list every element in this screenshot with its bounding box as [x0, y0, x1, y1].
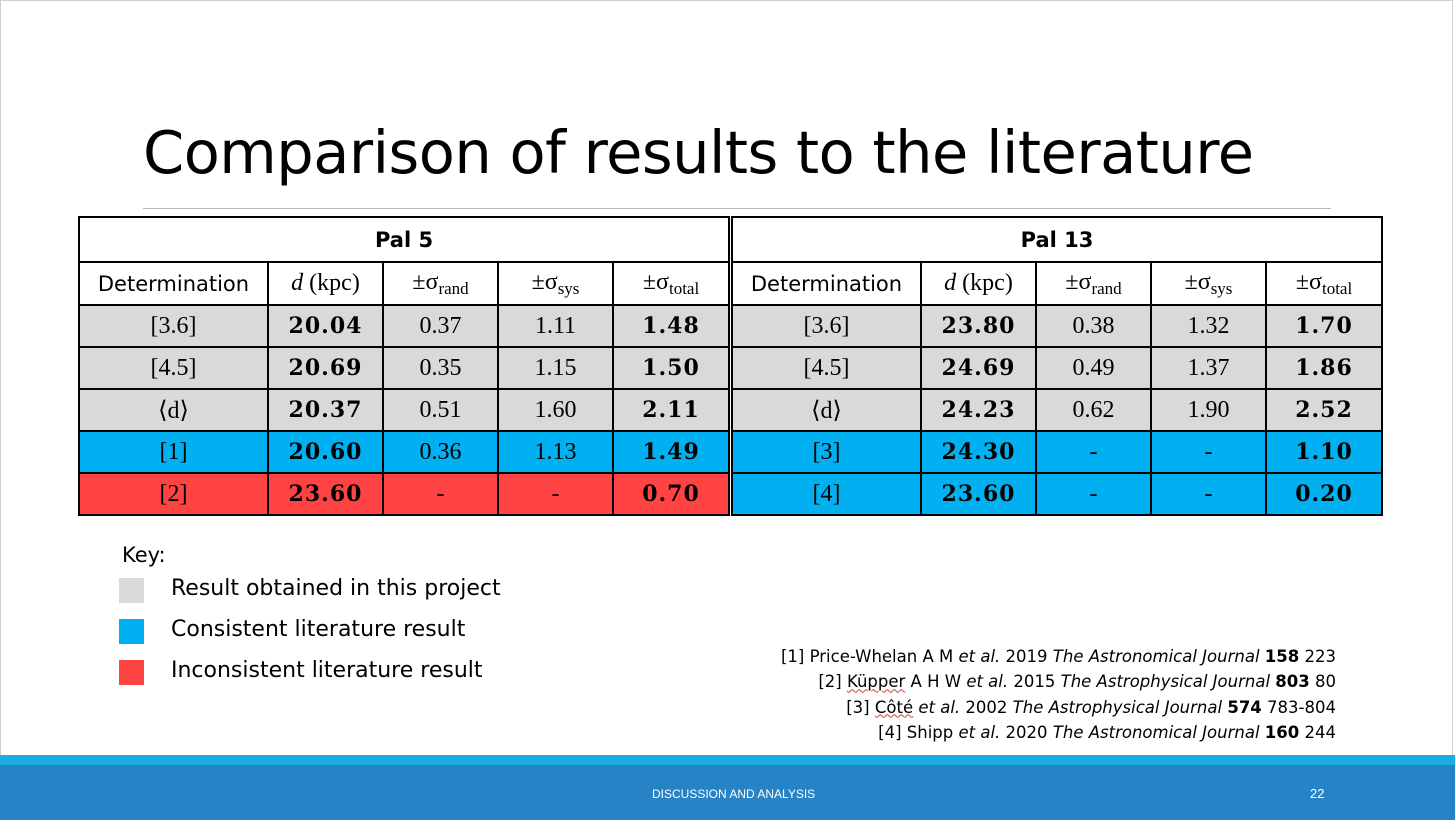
distance-value: 20.37 [267, 388, 384, 432]
distance-value: 23.60 [920, 472, 1037, 516]
sigma-sys-value: - [1150, 472, 1267, 516]
reference-item: [3] Côté et al. 2002 The Astrophysical J… [846, 697, 1336, 717]
col-header-distance: d (kpc) [920, 261, 1037, 306]
table-row: [3.6] 23.80 0.38 1.32 1.70 [731, 304, 1384, 348]
key-label: Result obtained in this project [171, 576, 501, 601]
col-header-sigma-rand: ±σrand [1035, 261, 1152, 306]
table-row: [4.5] 20.69 0.35 1.15 1.50 [78, 346, 731, 390]
col-header-sigma-rand: ±σrand [382, 261, 499, 306]
sigma-sys-value: - [1150, 430, 1267, 474]
sigma-sys-value: 1.90 [1150, 388, 1267, 432]
table-row: ⟨d⟩ 20.37 0.51 1.60 2.11 [78, 388, 731, 432]
sigma-sys-value: 1.13 [497, 430, 614, 474]
col-header-sigma-sys: ±σsys [1150, 261, 1267, 306]
sigma-sys-value: - [497, 472, 614, 516]
sigma-rand-value: 0.36 [382, 430, 499, 474]
sigma-rand-value: 0.35 [382, 346, 499, 390]
pal13-header-row: Determination d (kpc) ±σrand ±σsys ±σtot… [731, 261, 1384, 306]
distance-value: 23.80 [920, 304, 1037, 348]
distance-value: 23.60 [267, 472, 384, 516]
col-header-distance: d (kpc) [267, 261, 384, 306]
footer-stripe [0, 755, 1455, 765]
col-header-determination: Determination [78, 261, 269, 306]
sigma-total-value: 0.20 [1264, 472, 1384, 516]
sigma-total-value: 1.49 [611, 430, 731, 474]
table-row: [3] 24.30 - - 1.10 [731, 430, 1384, 474]
sigma-total-value: 1.10 [1264, 430, 1384, 474]
key-swatch-red [119, 660, 144, 685]
sigma-rand-value: 0.38 [1035, 304, 1152, 348]
row-label: [3.6] [78, 304, 269, 348]
table-row: ⟨d⟩ 24.23 0.62 1.90 2.52 [731, 388, 1384, 432]
footer-section-title: DISCUSSION AND ANALYSIS [652, 787, 816, 801]
sigma-rand-value: - [1035, 472, 1152, 516]
pal13-table-title: Pal 13 [730, 216, 1384, 263]
key-label: Inconsistent literature result [171, 658, 483, 683]
col-header-sigma-sys: ±σsys [497, 261, 614, 306]
table-row: [2] 23.60 - - 0.70 [78, 472, 731, 516]
title-divider [143, 208, 1331, 209]
footer-bar: DISCUSSION AND ANALYSIS 22 [0, 765, 1455, 820]
row-label: [4.5] [78, 346, 269, 390]
row-label: [4] [731, 472, 922, 516]
row-label: [2] [78, 472, 269, 516]
sigma-rand-value: 0.37 [382, 304, 499, 348]
sigma-total-value: 2.11 [611, 388, 731, 432]
sigma-rand-value: 0.62 [1035, 388, 1152, 432]
pal5-table-title: Pal 5 [77, 216, 731, 263]
col-header-sigma-total: ±σtotal [611, 261, 731, 306]
distance-value: 24.23 [920, 388, 1037, 432]
page-number: 22 [1310, 786, 1325, 801]
row-label: [1] [78, 430, 269, 474]
table-row: [3.6] 20.04 0.37 1.11 1.48 [78, 304, 731, 348]
row-label: [3.6] [731, 304, 922, 348]
table-row: [4] 23.60 - - 0.20 [731, 472, 1384, 516]
slide-title: Comparison of results to the literature [143, 118, 1254, 187]
key-title: Key: [122, 543, 166, 567]
reference-item: [2] Küpper A H W et al. 2015 The Astroph… [818, 672, 1336, 692]
distance-value: 20.60 [267, 430, 384, 474]
distance-value: 20.69 [267, 346, 384, 390]
table-row: [1] 20.60 0.36 1.13 1.49 [78, 430, 731, 474]
reference-item: [4] Shipp et al. 2020 The Astronomical J… [878, 722, 1336, 742]
sigma-sys-value: 1.32 [1150, 304, 1267, 348]
key-swatch-blue [119, 619, 144, 644]
row-label: [4.5] [731, 346, 922, 390]
pal5-header-row: Determination d (kpc) ±σrand ±σsys ±σtot… [78, 261, 731, 306]
key-label: Consistent literature result [171, 617, 466, 642]
sigma-total-value: 1.86 [1264, 346, 1384, 390]
sigma-total-value: 1.48 [611, 304, 731, 348]
sigma-sys-value: 1.37 [1150, 346, 1267, 390]
sigma-sys-value: 1.11 [497, 304, 614, 348]
sigma-total-value: 1.70 [1264, 304, 1384, 348]
sigma-rand-value: - [1035, 430, 1152, 474]
table-row: [4.5] 24.69 0.49 1.37 1.86 [731, 346, 1384, 390]
distance-value: 24.30 [920, 430, 1037, 474]
row-label: [3] [731, 430, 922, 474]
sigma-sys-value: 1.60 [497, 388, 614, 432]
sigma-total-value: 0.70 [611, 472, 731, 516]
sigma-total-value: 1.50 [611, 346, 731, 390]
col-header-determination: Determination [731, 261, 922, 306]
sigma-sys-value: 1.15 [497, 346, 614, 390]
col-header-sigma-total: ±σtotal [1264, 261, 1384, 306]
distance-value: 20.04 [267, 304, 384, 348]
pal5-results-table: Pal 5 Determination d (kpc) ±σrand ±σsys… [77, 216, 731, 516]
pal13-results-table: Pal 13 Determination d (kpc) ±σrand ±σsy… [730, 216, 1384, 516]
key-swatch-gray [119, 578, 144, 603]
distance-value: 24.69 [920, 346, 1037, 390]
sigma-rand-value: 0.49 [1035, 346, 1152, 390]
sigma-rand-value: 0.51 [382, 388, 499, 432]
sigma-rand-value: - [382, 472, 499, 516]
sigma-total-value: 2.52 [1264, 388, 1384, 432]
references-list: [1] Price-Whelan A M et al. 2019 The Ast… [781, 644, 1336, 745]
row-label: ⟨d⟩ [78, 388, 269, 432]
row-label: ⟨d⟩ [731, 388, 922, 432]
reference-item: [1] Price-Whelan A M et al. 2019 The Ast… [780, 647, 1336, 666]
